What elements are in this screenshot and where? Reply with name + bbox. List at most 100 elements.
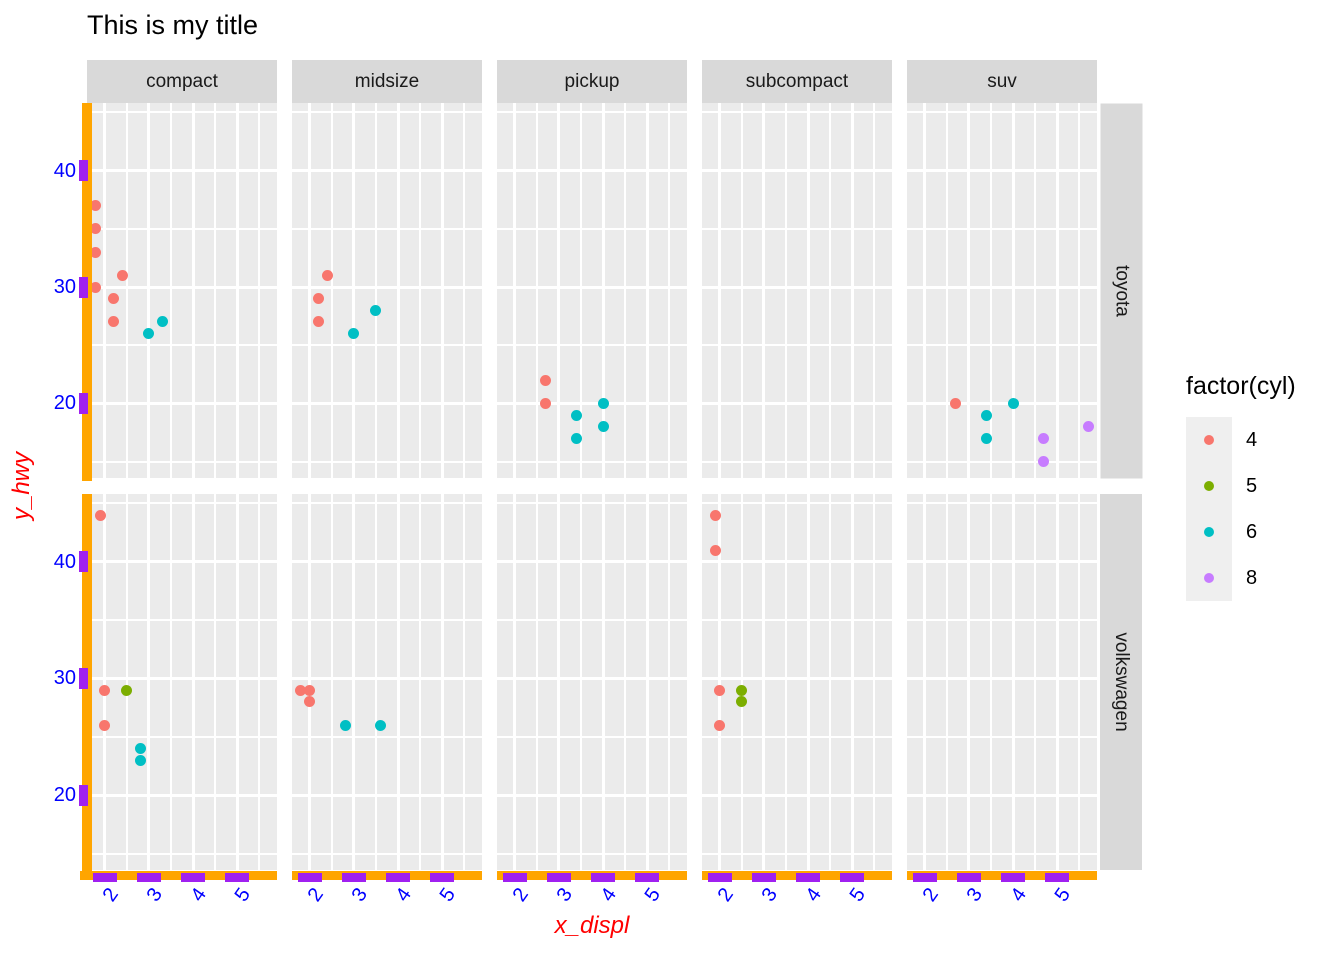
data-point [339,719,351,731]
gridline-major-vertical [601,494,605,870]
gridline-major-vertical [806,494,810,870]
gridline-minor-horizontal [87,619,277,622]
y-tick-label: 30 [53,667,76,690]
data-point [374,719,386,731]
gridline-minor-vertical [624,103,627,478]
gridline-minor-vertical [829,103,832,478]
legend-point-icon [1204,527,1214,537]
data-point [90,199,102,211]
data-point [370,304,382,316]
gridline-major-horizontal [497,285,687,289]
gridline-major-vertical [308,103,312,478]
legend-label: 6 [1246,520,1258,543]
facet-strip-suv: suv [907,60,1097,103]
gridline-major-vertical [1055,103,1059,478]
gridline-minor-vertical [169,103,172,478]
gridline-major-vertical [352,103,356,478]
x-tick-mark [181,873,206,882]
gridline-minor-horizontal [907,344,1097,347]
gridline-major-vertical [967,103,971,478]
data-point [90,281,102,293]
legend-point-icon [1204,573,1214,583]
gridline-minor-horizontal [702,852,892,855]
gridline-minor-vertical [873,494,876,870]
gridline-minor-horizontal [87,735,277,738]
gridline-minor-vertical [1078,494,1081,870]
gridline-minor-vertical [579,494,582,870]
data-point [90,223,102,235]
data-point [714,719,726,731]
gridline-minor-vertical [784,103,787,478]
data-point [1082,421,1094,433]
gridline-major-horizontal [907,169,1097,173]
gridline-minor-horizontal [497,460,687,463]
gridline-minor-horizontal [292,111,482,114]
x-tick-mark [225,873,250,882]
gridline-major-vertical [352,494,356,870]
data-point [597,397,609,409]
data-point [99,684,111,696]
gridline-minor-horizontal [87,111,277,114]
gridline-minor-horizontal [292,344,482,347]
legend-entry-4: 4 [1186,417,1296,463]
gridline-major-horizontal [292,676,482,680]
gridline-minor-horizontal [87,344,277,347]
y-tick-mark [79,784,88,806]
gridline-major-horizontal [292,560,482,564]
gridline-major-vertical [850,103,854,478]
gridline-minor-vertical [535,494,538,870]
x-tick-mark [840,873,865,882]
data-point [709,509,721,521]
gridline-major-vertical [645,103,649,478]
x-tick-mark [1045,873,1070,882]
gridline-minor-vertical [463,103,466,478]
panel-toyota-suv [907,103,1097,478]
gridline-minor-vertical [873,103,876,478]
y-tick-mark [79,667,88,689]
gridline-minor-horizontal [497,502,687,505]
gridline-minor-vertical [214,103,217,478]
data-point [313,316,324,328]
facet-strip-subcompact: subcompact [702,60,892,103]
panel-volkswagen-suv [907,494,1097,870]
gridline-minor-vertical [330,494,333,870]
data-point [116,269,128,281]
gridline-minor-horizontal [497,619,687,622]
gridline-minor-horizontal [702,502,892,505]
gridline-minor-vertical [740,494,743,870]
gridline-major-horizontal [292,285,482,289]
data-point [1038,432,1050,444]
gridline-minor-horizontal [87,460,277,463]
data-point [313,293,324,305]
gridline-minor-vertical [668,494,671,870]
x-tick-mark [1001,873,1026,882]
data-point [981,432,993,444]
panel-volkswagen-midsize [292,494,482,870]
data-point [108,293,119,305]
data-point [714,684,726,696]
data-point [736,696,748,708]
data-point [321,269,333,281]
gridline-minor-horizontal [292,227,482,230]
gridline-major-vertical [440,103,444,478]
gridline-minor-vertical [989,494,992,870]
gridline-major-horizontal [702,560,892,564]
gridline-major-horizontal [497,676,687,680]
gridline-major-horizontal [702,793,892,797]
y-tick-mark [79,160,88,182]
gridline-minor-horizontal [907,227,1097,230]
legend-label: 5 [1246,474,1258,497]
legend-key [1186,463,1232,509]
gridline-major-horizontal [497,560,687,564]
gridline-major-horizontal [907,560,1097,564]
gridline-major-horizontal [87,560,277,564]
x-tick-mark [341,873,366,882]
x-tick-mark [591,873,616,882]
gridline-minor-horizontal [907,502,1097,505]
gridline-major-horizontal [497,169,687,173]
gridline-major-horizontal [87,793,277,797]
panel-toyota-pickup [497,103,687,478]
gridline-minor-horizontal [497,111,687,114]
gridline-major-horizontal [292,793,482,797]
gridline-major-horizontal [907,793,1097,797]
